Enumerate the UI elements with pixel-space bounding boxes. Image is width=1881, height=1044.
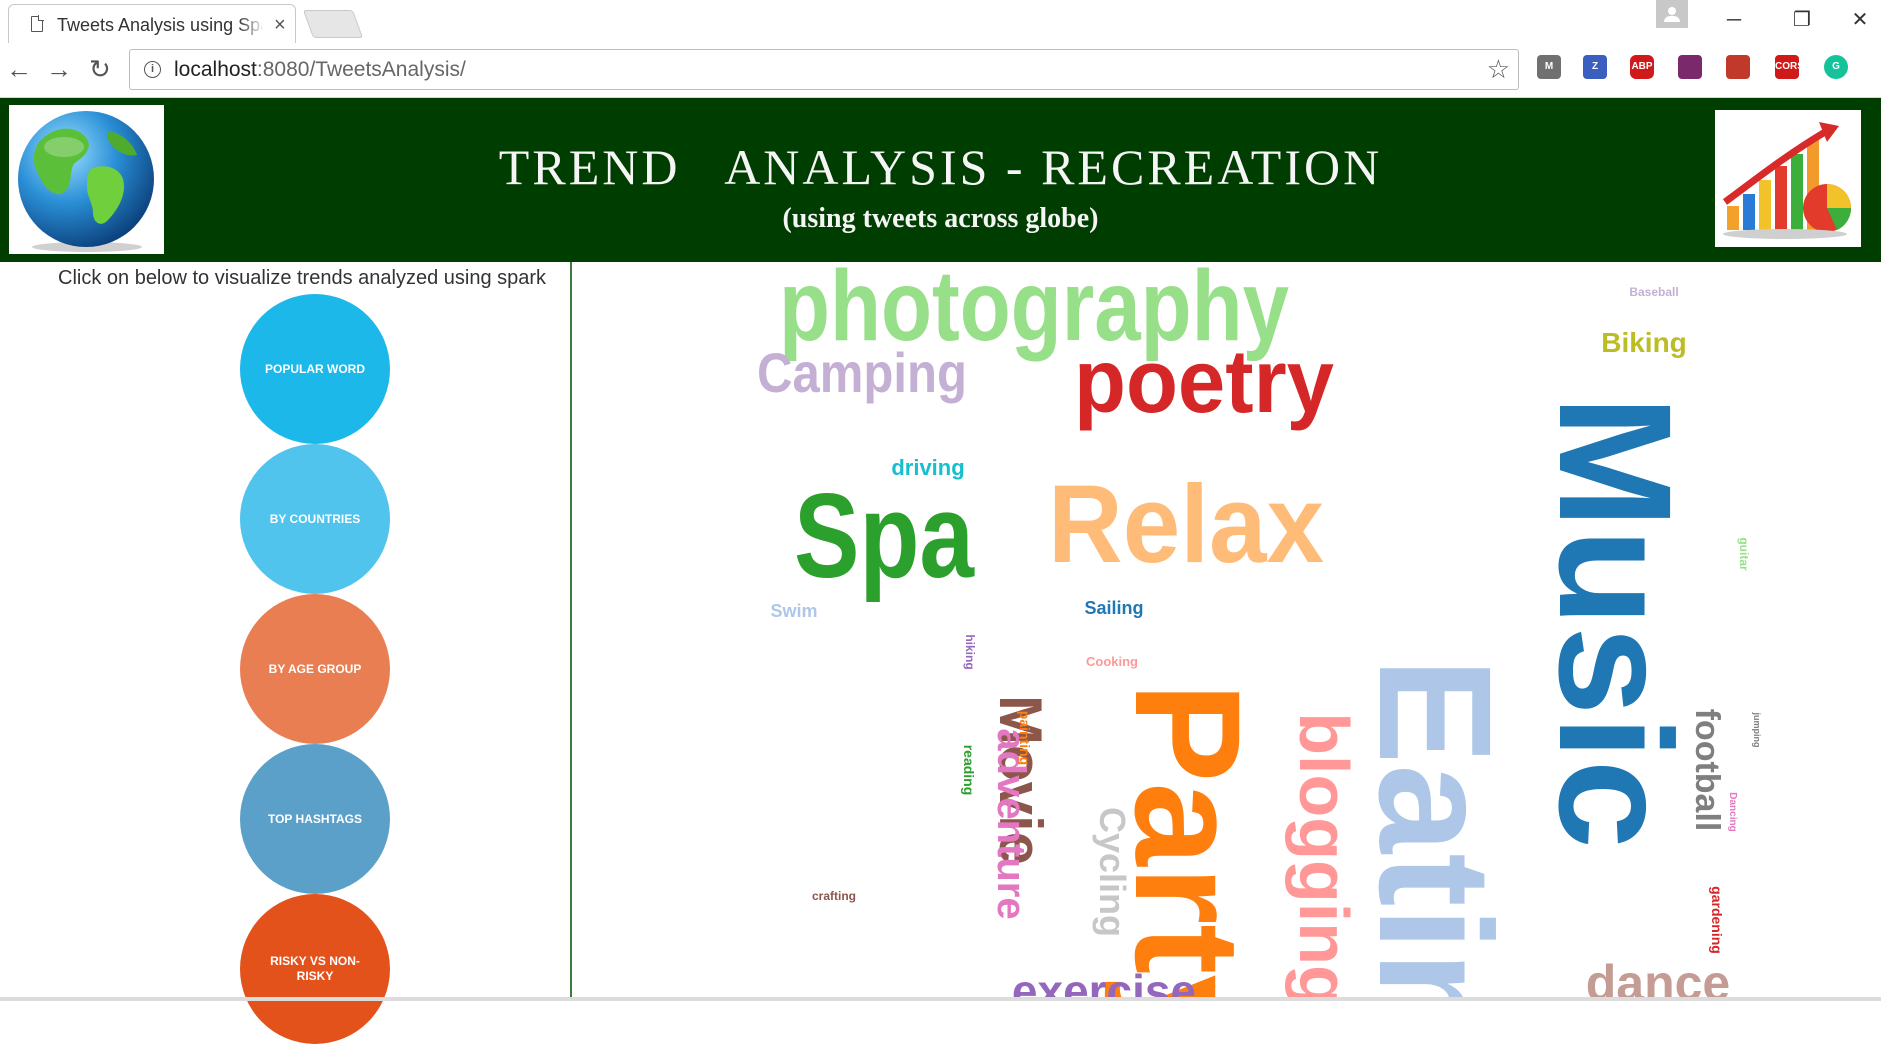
cloud-word-cycling: Cycling	[1092, 807, 1133, 937]
cloud-word-jumping: jumping	[1752, 712, 1762, 748]
cloud-word-driving: driving	[891, 455, 964, 480]
popular-word-button[interactable]: POPULAR WORD	[240, 294, 390, 444]
cloud-word-music: Music	[1526, 395, 1705, 848]
button-label: BY COUNTRIES	[269, 511, 361, 526]
book-extension-icon[interactable]	[1726, 55, 1750, 79]
top-hashtags-button[interactable]: TOP HASHTAGS	[240, 744, 390, 894]
bar-chart-icon	[1722, 122, 1852, 239]
cloud-word-crafting: crafting	[812, 889, 856, 903]
profile-head	[1668, 7, 1676, 15]
by-age-group-button[interactable]: BY AGE GROUP	[240, 594, 390, 744]
browser-tab-strip: Tweets Analysis using Spark × ─ ❐ ✕	[0, 0, 1881, 44]
cloud-word-spa: Spa	[794, 469, 975, 603]
word-cloud-canvas: photography Baseball Biking Camping poetry Mu…	[757, 262, 1762, 997]
word-cloud: photography Baseball Biking Camping poetry Mu…	[574, 262, 1881, 997]
profile-body	[1664, 16, 1680, 22]
cloud-word-sailing: Sailing	[1084, 598, 1143, 618]
by-countries-button[interactable]: BY COUNTRIES	[240, 444, 390, 594]
cloud-word-guitar: guitar	[1737, 537, 1751, 571]
new-tab-button[interactable]	[302, 10, 364, 38]
cloud-word-dance: dance	[1586, 955, 1731, 997]
tab-title-fade	[239, 13, 265, 37]
cloud-word-cooking: Cooking	[1086, 654, 1138, 669]
button-label: POPULAR WORD	[265, 361, 365, 376]
grammarly-extension-icon[interactable]: G	[1824, 55, 1848, 79]
url-host: localhost	[174, 58, 257, 81]
flag-extension-icon[interactable]	[1678, 55, 1702, 79]
cloud-word-dancing: Dancing	[1727, 792, 1738, 831]
globe-logo	[9, 105, 164, 254]
back-arrow-icon[interactable]: ←	[6, 54, 32, 84]
cloud-word-blogging: blogging	[1285, 712, 1363, 997]
reload-icon[interactable]: ↻	[89, 54, 111, 84]
page-subtitle: (using tweets across globe)	[782, 203, 1099, 234]
cloud-word-eating: Eating	[1346, 658, 1525, 997]
cloud-word-swim: Swim	[770, 601, 817, 621]
zotero-extension-icon[interactable]: Z	[1583, 55, 1607, 79]
cloud-word-adventure: adventure	[989, 728, 1033, 919]
risky-vs-non-risky-button[interactable]: RISKY VS NON-RISKY	[240, 894, 390, 1044]
site-info-icon[interactable]: i	[144, 61, 161, 78]
cloud-word-football: football	[1688, 709, 1726, 832]
left-panel: Click on below to visualize trends analy…	[0, 262, 572, 1044]
instruction-text: Click on below to visualize trends analy…	[58, 267, 547, 289]
page-title: TREND ANALYSIS - RECREATION	[498, 139, 1383, 195]
cloud-word-photography: photography	[779, 262, 1289, 362]
minimize-window-icon[interactable]: ─	[1726, 9, 1742, 31]
cloud-word-gardening: gardening	[1709, 886, 1725, 954]
cloud-word-party: Party	[1104, 682, 1272, 997]
forward-arrow-icon[interactable]: →	[46, 54, 72, 84]
cloud-word-movie: Movie	[987, 695, 1054, 865]
button-label: TOP HASHTAGS	[267, 811, 362, 826]
button-label: RISKY VS NON-RISKY	[270, 954, 360, 983]
cloud-word-painting: painting	[1017, 711, 1033, 765]
cloud-word-camping: Camping	[757, 341, 967, 404]
address-bar[interactable]: i localhost:8080/TweetsAnalysis/ ☆	[129, 49, 1519, 90]
button-label: BY AGE GROUP	[268, 661, 362, 676]
cloud-word-baseball: Baseball	[1629, 285, 1678, 299]
document-icon	[31, 15, 44, 32]
cloud-word-hiking: hiking	[963, 634, 977, 669]
adblock-plus-extension-icon[interactable]: ABP	[1630, 55, 1654, 79]
cloud-word-biking: Biking	[1601, 327, 1687, 358]
profile-icon[interactable]	[1656, 0, 1688, 28]
page-bottom-edge	[0, 997, 1881, 1001]
cloud-word-poetry: poetry	[1074, 332, 1334, 432]
cloud-word-relax: Relax	[1048, 463, 1324, 586]
shield-extension-icon[interactable]: M	[1537, 55, 1561, 79]
url-path: :8080/TweetsAnalysis/	[256, 58, 466, 81]
restore-window-icon[interactable]: ❐	[1793, 9, 1811, 31]
tab-title: Tweets Analysis using Spark	[57, 15, 262, 35]
page-header: TREND ANALYSIS - RECREATION (using tweet…	[0, 98, 1881, 262]
analytics-logo	[1715, 110, 1861, 247]
url-text[interactable]: localhost:8080/TweetsAnalysis/	[174, 58, 466, 82]
bookmark-star-icon[interactable]: ☆	[1486, 54, 1510, 84]
cors-extension-icon[interactable]: CORS	[1775, 55, 1804, 79]
close-tab-icon[interactable]: ×	[274, 14, 286, 36]
browser-toolbar: ← → ↻ i localhost:8080/TweetsAnalysis/ ☆…	[0, 43, 1881, 98]
cloud-word-reading: reading	[961, 745, 977, 796]
globe-icon	[18, 111, 154, 252]
cloud-word-exercise: exercise	[1012, 965, 1196, 997]
close-window-icon[interactable]: ✕	[1851, 9, 1869, 31]
browser-tab[interactable]: Tweets Analysis using Spark ×	[8, 4, 296, 44]
